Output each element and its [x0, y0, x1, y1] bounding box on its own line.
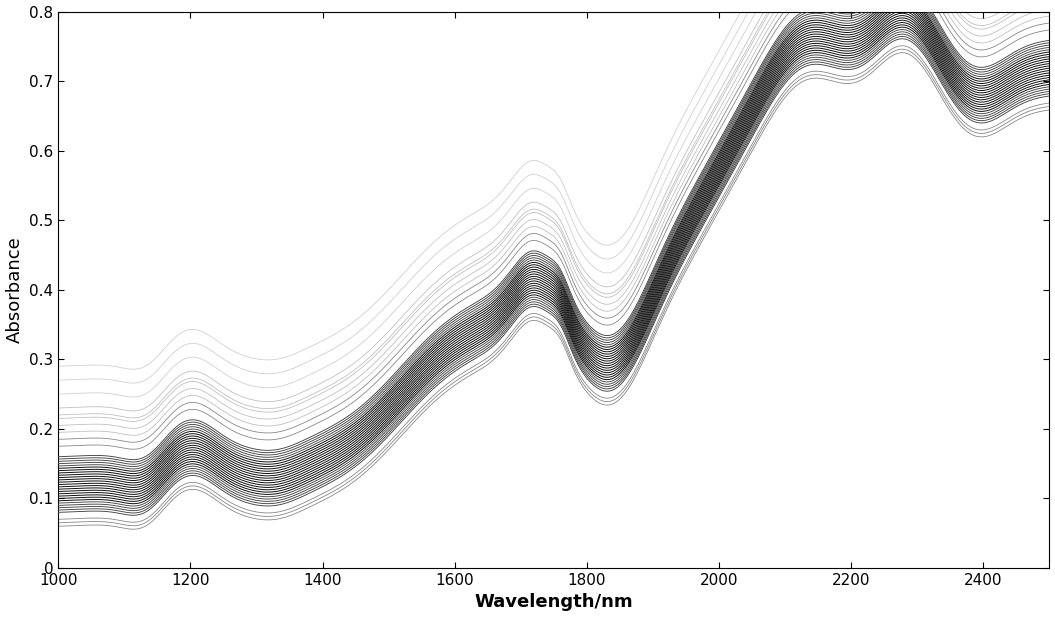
Y-axis label: Absorbance: Absorbance — [5, 236, 23, 343]
X-axis label: Wavelength/nm: Wavelength/nm — [475, 594, 633, 611]
